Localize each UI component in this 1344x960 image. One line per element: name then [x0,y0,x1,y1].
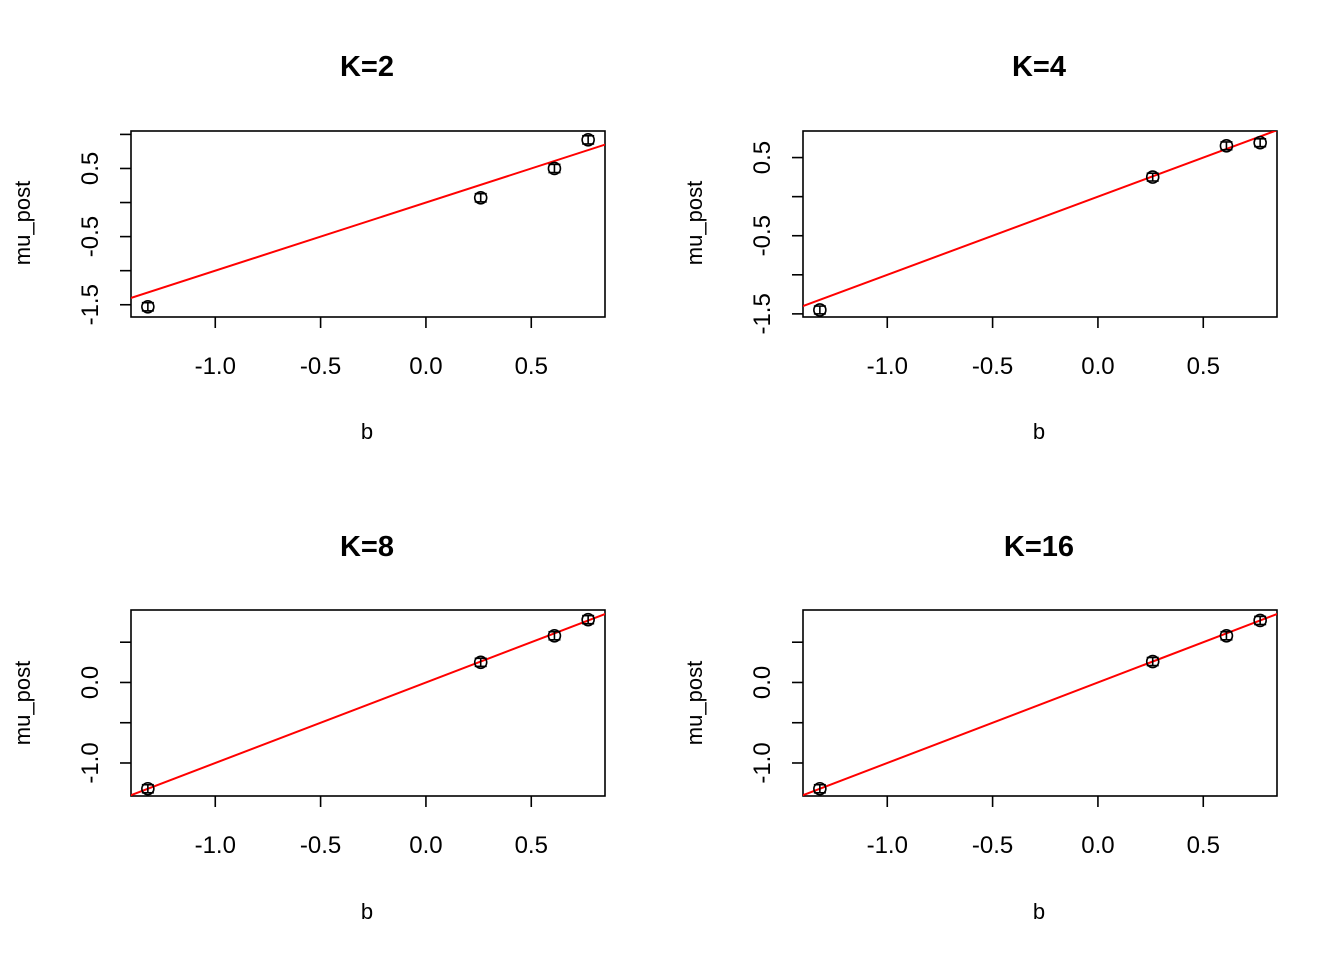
point-marker [1219,139,1234,153]
reference-line [803,612,1277,796]
x-axis-label: b [361,899,373,924]
panel-k16: K=16 b mu_post -1.0 -0.5 0.0 0.5 -1.0 0.0 [682,531,1278,924]
data-point [473,655,488,670]
x-axis-label: b [361,419,373,444]
panel-title: K=16 [1004,531,1074,563]
point-marker [1145,170,1160,184]
data-point [1219,628,1234,643]
y-tick-label: -0.5 [749,215,776,256]
y-axis-label: mu_post [10,181,35,265]
y-tick-label: 0.0 [77,666,104,699]
plot-frame [130,609,606,797]
x-tick-label: -0.5 [300,832,341,859]
plot-frame [802,130,1278,318]
x-tick-label: 0.5 [1187,832,1220,859]
x-axis-label: b [1033,899,1045,924]
data-point [1145,170,1160,184]
point-marker [1253,613,1267,628]
x-tick-label: -1.0 [867,353,908,380]
x-tick-label: 0.0 [409,832,442,859]
data-point [141,299,155,314]
y-tick-label: -1.0 [77,742,104,783]
point-marker [813,781,827,796]
y-axis-label: mu_post [10,661,35,745]
panel-k2: K=2 b mu_post -1.0 -0.5 0.0 0.5 -1.5 -0.5 0.5 [10,51,606,444]
reference-line [131,143,605,299]
data-point [813,303,827,317]
y-tick-label: -1.5 [77,284,104,325]
plot-frame [802,609,1278,797]
point-marker [581,133,595,147]
y-axis-label: mu_post [682,181,707,265]
data-point [581,612,595,627]
data-point [473,190,488,205]
point-marker [547,161,562,176]
x-tick-label: 0.5 [515,832,548,859]
panel-title: K=4 [1012,51,1066,83]
point-marker [141,299,155,314]
y-tick-label: -1.0 [749,742,776,783]
x-tick-label: -0.5 [972,353,1013,380]
point-marker [473,190,488,205]
point-marker [1253,135,1267,150]
panel-k4: K=4 b mu_post -1.0 -0.5 0.0 0.5 -1.5 -0.5 0.5 [682,51,1278,444]
y-tick-label: 0.5 [749,141,776,174]
reference-line [803,131,1277,308]
data-point [141,781,155,796]
point-marker [473,655,488,670]
data-point [1219,139,1234,153]
x-tick-label: -1.0 [195,353,236,380]
y-axis-label: mu_post [682,661,707,745]
x-tick-label: 0.0 [1081,832,1114,859]
panel-title: K=8 [340,531,394,563]
x-tick-label: 0.0 [409,353,442,380]
panel-title: K=2 [340,51,394,83]
point-marker [141,781,155,796]
y-tick-label: -1.5 [749,293,776,334]
data-point [1253,135,1267,150]
point-marker [813,303,827,317]
x-tick-label: -0.5 [300,353,341,380]
point-marker [1219,628,1234,643]
x-tick-label: 0.5 [1187,353,1220,380]
data-point [1253,613,1267,628]
data-point [547,161,562,176]
plot-frame [130,130,606,318]
y-tick-label: 0.0 [749,666,776,699]
x-tick-label: -1.0 [195,832,236,859]
x-tick-label: 0.5 [515,353,548,380]
x-tick-label: -1.0 [867,832,908,859]
y-tick-label: -0.5 [77,216,104,257]
data-point [1145,654,1160,669]
panel-k8: K=8 b mu_post -1.0 -0.5 0.0 0.5 -1.0 0.0 [10,531,606,924]
x-tick-label: -0.5 [972,832,1013,859]
point-marker [581,612,595,627]
data-point [547,628,562,643]
x-tick-label: 0.0 [1081,353,1114,380]
data-point [581,133,595,147]
x-axis-label: b [1033,419,1045,444]
point-marker [547,628,562,643]
point-marker [1145,654,1160,669]
data-point [813,781,827,796]
y-tick-label: 0.5 [77,152,104,185]
reference-line [131,612,605,796]
